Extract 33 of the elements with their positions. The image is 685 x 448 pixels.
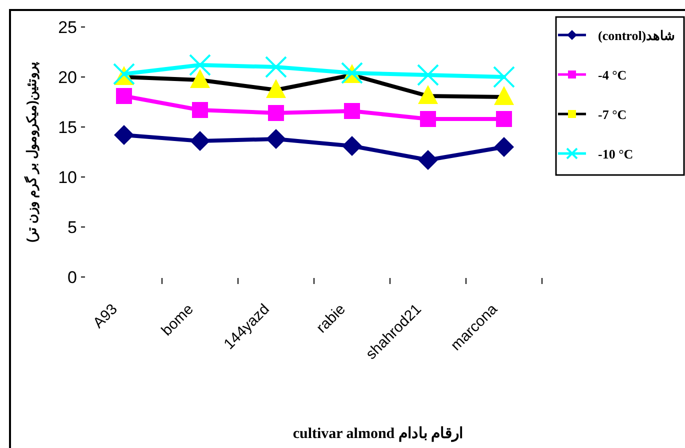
point bbox=[190, 69, 210, 88]
point bbox=[342, 136, 362, 156]
point bbox=[418, 85, 438, 104]
y-tick-label: 15 bbox=[58, 118, 77, 137]
point bbox=[420, 111, 436, 127]
point bbox=[189, 54, 211, 76]
point bbox=[266, 79, 286, 98]
legend-label: (control)شاهد bbox=[598, 28, 676, 43]
point bbox=[418, 150, 438, 170]
x-tick-label: A93 bbox=[90, 300, 121, 332]
y-tick-label: 5 bbox=[68, 218, 77, 237]
y-axis-title: پروتئین(میکرومول بر گرم وزن تر) bbox=[23, 61, 40, 243]
point bbox=[496, 111, 512, 127]
x-axis-title: cultivar almond ارقام بادام bbox=[292, 426, 464, 442]
point bbox=[417, 64, 439, 86]
y-tick-label: 20 bbox=[58, 68, 77, 87]
point bbox=[192, 102, 208, 118]
point bbox=[116, 88, 132, 104]
legend-label: -10 °C bbox=[598, 146, 634, 162]
point bbox=[494, 86, 514, 105]
point bbox=[268, 105, 284, 121]
legend-label: -7 °C bbox=[598, 107, 627, 122]
point bbox=[265, 56, 287, 78]
point bbox=[190, 131, 210, 151]
point bbox=[494, 137, 514, 157]
legend-label: -4 °C bbox=[598, 68, 627, 82]
point bbox=[114, 125, 134, 145]
y-tick-label: 10 bbox=[58, 168, 77, 187]
point bbox=[266, 129, 286, 149]
point bbox=[344, 103, 360, 119]
y-tick-label: 0 bbox=[68, 268, 77, 287]
point bbox=[493, 66, 515, 88]
y-tick-label: 25 bbox=[58, 18, 77, 37]
